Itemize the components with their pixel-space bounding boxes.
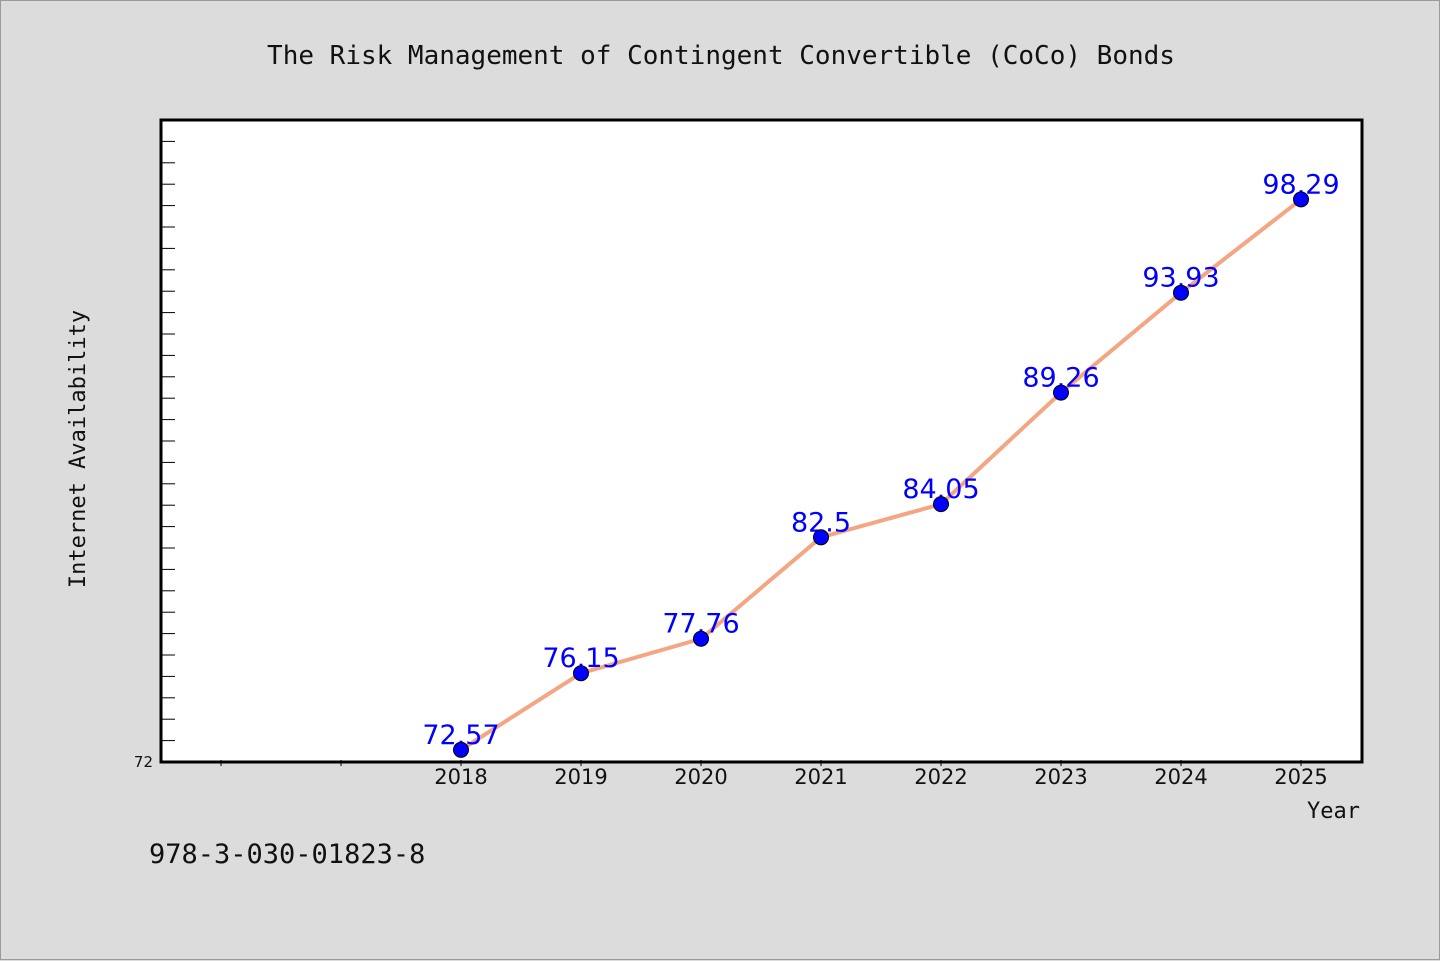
x-tick-label-2021: 2021 [794,765,847,789]
plot-area [159,118,1364,764]
x-axis-title: Year [1307,799,1360,824]
data-point-2021 [813,529,829,546]
data-point-2025 [1293,191,1309,208]
x-tick-label-2024: 2024 [1154,765,1207,789]
y-axis-title: Internet Availability [66,310,91,588]
data-point-2024 [1173,284,1189,301]
x-tick-label-2018: 2018 [434,765,487,789]
x-tick-label-2022: 2022 [914,765,967,789]
series-line [459,197,1303,752]
x-tick-label-2019: 2019 [554,765,607,789]
data-point-2023 [1053,384,1069,401]
data-point-2019 [573,665,589,682]
data-point-2018 [453,741,469,758]
data-point-2022 [933,496,949,513]
chart-title: The Risk Management of Contingent Conver… [267,41,1175,71]
x-axis-tick-labels: 2018 2019 2020 2021 2022 2023 2024 2025 [434,765,1327,789]
x-tick-label-2020: 2020 [674,765,727,789]
y-axis-ticks [161,140,175,763]
data-point-2020 [693,630,709,647]
y-axis-min-label: 72 [134,753,153,771]
isbn-footer: 978-3-030-01823-8 [149,839,425,870]
x-tick-label-2025: 2025 [1274,765,1327,789]
x-tick-label-2023: 2023 [1034,765,1087,789]
x-axis-ticks [220,760,1302,766]
